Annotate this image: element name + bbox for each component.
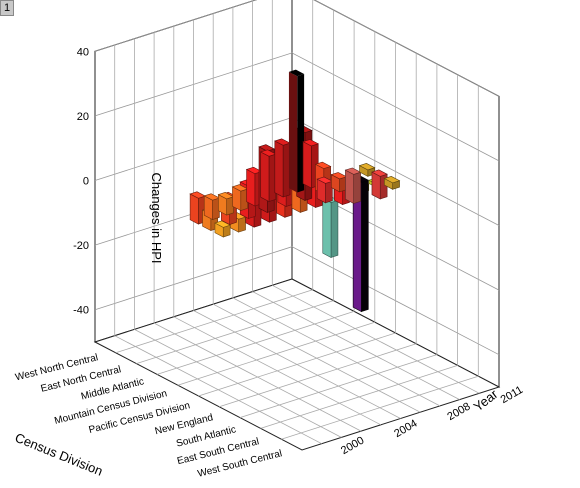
bar-front <box>189 193 199 225</box>
floor-gridline <box>272 284 480 394</box>
bar-side <box>297 73 305 193</box>
bar-front <box>302 141 312 189</box>
y-tick-label: 20 <box>77 111 89 123</box>
year-tick-label: 2011 <box>499 384 525 406</box>
bar-front <box>260 151 270 203</box>
chart-bars <box>189 69 401 313</box>
y-axis-title: Changes in HPI <box>149 172 164 263</box>
bar-top <box>383 176 401 184</box>
bar-top <box>371 169 388 177</box>
bar-front <box>345 169 354 204</box>
bar <box>316 176 334 204</box>
bar-side <box>238 216 246 233</box>
bar <box>274 138 291 198</box>
bar-front <box>246 168 256 207</box>
bar-side <box>330 199 339 258</box>
bar-front <box>322 197 332 258</box>
bar-front <box>274 140 284 198</box>
floor-gridline <box>281 375 479 440</box>
y-tick-label: 0 <box>83 176 89 188</box>
bar <box>288 69 305 193</box>
floor-gridline <box>219 343 417 408</box>
floor-gridline <box>232 297 441 407</box>
y-tick-label: -40 <box>73 305 89 317</box>
year-tick-label: 2004 <box>392 418 419 441</box>
bar-top <box>302 139 320 147</box>
year-tick-label: 2008 <box>445 400 472 423</box>
floor-gridline <box>260 365 458 429</box>
floor-gridline <box>239 354 438 418</box>
y-tick-label: 40 <box>77 46 89 58</box>
bar <box>189 191 207 225</box>
bar <box>371 169 388 200</box>
bar-top <box>314 161 332 169</box>
y-tick-label: -20 <box>73 240 89 252</box>
bar <box>302 139 320 189</box>
bar <box>330 172 348 193</box>
bar <box>203 193 221 221</box>
bar-top <box>358 163 376 171</box>
corner-tag: 1 <box>0 0 14 16</box>
floor-gridline <box>193 310 401 419</box>
bar-top <box>258 144 275 152</box>
y-gridline <box>94 0 500 97</box>
bar-side <box>353 171 361 204</box>
y-gridline <box>94 246 500 356</box>
bar <box>352 175 370 313</box>
bar-top <box>288 69 305 77</box>
bar <box>217 192 235 216</box>
x-axis-title: Census Division <box>13 430 105 479</box>
bar-side <box>361 179 369 313</box>
bar <box>259 149 277 203</box>
bar <box>383 176 401 190</box>
bar-front <box>288 71 298 193</box>
year-tick-label: 2000 <box>339 435 366 458</box>
y-gridline <box>94 52 500 162</box>
floor-gridline <box>252 291 460 400</box>
bar-front <box>371 171 381 200</box>
bar <box>231 184 249 212</box>
floor-gridline <box>213 303 421 413</box>
bar <box>321 195 339 258</box>
bar <box>344 167 362 204</box>
